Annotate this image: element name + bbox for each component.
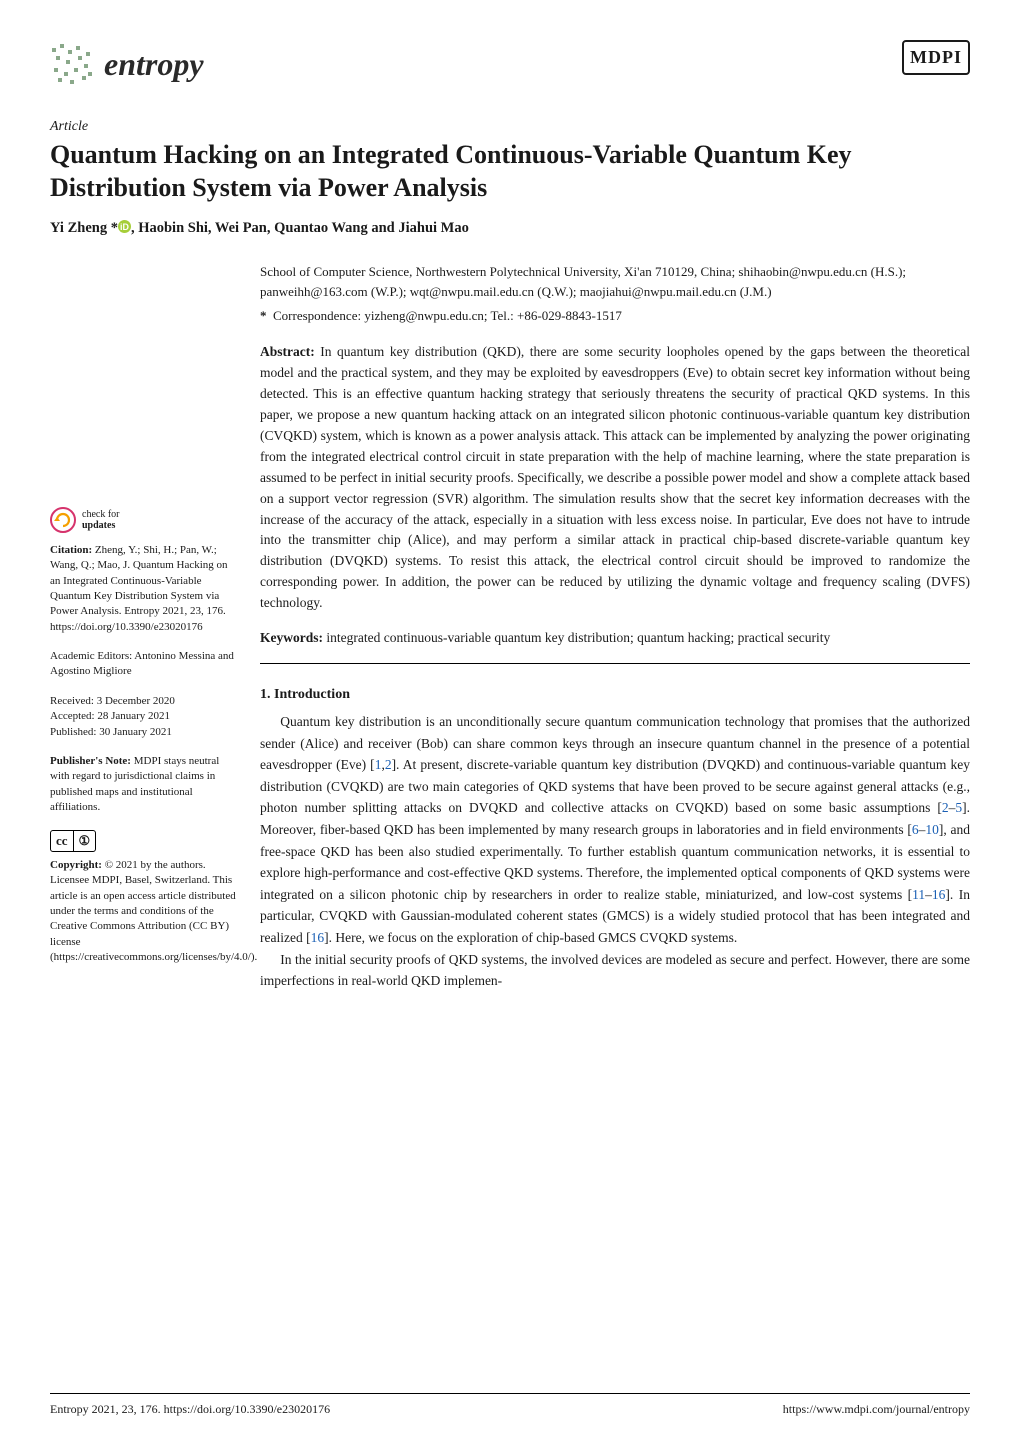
citation-label: Citation:	[50, 544, 92, 556]
accepted-date: Accepted: 28 January 2021	[50, 709, 236, 724]
copyright-block: Copyright: © 2021 by the authors. Licens…	[50, 858, 236, 966]
article-type: Article	[50, 116, 970, 137]
cite-3[interactable]: 2	[942, 800, 949, 815]
check-updates-l1: check for	[82, 509, 119, 520]
journal-logo-icon	[50, 42, 94, 86]
publishers-note-block: Publisher's Note: MDPI stays neutral wit…	[50, 754, 236, 816]
correspondence: * Correspondence: yizheng@nwpu.edu.cn; T…	[260, 306, 970, 326]
footer-left: Entropy 2021, 23, 176. https://doi.org/1…	[50, 1400, 330, 1418]
cc-cc: cc	[51, 831, 73, 851]
abstract: Abstract: In quantum key distribution (Q…	[260, 342, 970, 614]
corr-text: Correspondence: yizheng@nwpu.edu.cn; Tel…	[273, 308, 622, 323]
citation-text: Zheng, Y.; Shi, H.; Pan, W.; Wang, Q.; M…	[50, 544, 228, 633]
abstract-label: Abstract:	[260, 344, 315, 359]
main-column: School of Computer Science, Northwestern…	[260, 262, 970, 992]
cite-2[interactable]: 2	[385, 757, 392, 772]
cc-by-icon[interactable]: cc ①	[50, 830, 96, 852]
affiliation: School of Computer Science, Northwestern…	[260, 262, 970, 302]
journal-logo: entropy	[50, 40, 204, 88]
keywords: Keywords: integrated continuous-variable…	[260, 628, 970, 649]
cc-badge-row: cc ①	[50, 830, 236, 852]
pubnote-label: Publisher's Note:	[50, 755, 131, 767]
dates-block: Received: 3 December 2020 Accepted: 28 J…	[50, 694, 236, 740]
check-updates-label: check for updates	[82, 509, 119, 531]
abstract-text: In quantum key distribution (QKD), there…	[260, 344, 970, 610]
sidebar: check for updates Citation: Zheng, Y.; S…	[50, 262, 236, 992]
section-1-p1: Quantum key distribution is an unconditi…	[260, 711, 970, 949]
footer-right[interactable]: https://www.mdpi.com/journal/entropy	[783, 1400, 970, 1418]
svg-text:iD: iD	[120, 222, 129, 232]
journal-name: entropy	[104, 40, 204, 88]
authors-line: Yi Zheng *iD, Haobin Shi, Wei Pan, Quant…	[50, 218, 970, 240]
dash: –	[925, 887, 932, 902]
divider	[260, 663, 970, 664]
check-updates-icon	[50, 507, 76, 533]
page-header: entropy MDPI	[50, 40, 970, 88]
cite-5[interactable]: 6	[912, 822, 919, 837]
publisher-logo: MDPI	[902, 40, 970, 75]
cite-9[interactable]: 16	[311, 930, 325, 945]
article-title: Quantum Hacking on an Integrated Continu…	[50, 139, 970, 204]
page-footer: Entropy 2021, 23, 176. https://doi.org/1…	[50, 1393, 970, 1418]
check-for-updates[interactable]: check for updates	[50, 507, 236, 533]
keywords-text: integrated continuous-variable quantum k…	[326, 630, 830, 645]
cite-6[interactable]: 10	[925, 822, 939, 837]
keywords-label: Keywords:	[260, 630, 323, 645]
cite-8[interactable]: 16	[932, 887, 946, 902]
cc-by: ①	[73, 831, 96, 851]
section-1-heading: 1. Introduction	[260, 684, 970, 705]
p1-f: ]. Here, we focus on the exploration of …	[324, 930, 737, 945]
orcid-icon[interactable]: iD	[118, 219, 131, 232]
published-date: Published: 30 January 2021	[50, 725, 236, 740]
section-1-p2: In the initial security proofs of QKD sy…	[260, 949, 970, 992]
corr-star: *	[260, 308, 267, 323]
cite-7[interactable]: 11	[912, 887, 925, 902]
editors-block: Academic Editors: Antonino Messina and A…	[50, 649, 236, 680]
citation-block: Citation: Zheng, Y.; Shi, H.; Pan, W.; W…	[50, 543, 236, 635]
copyright-text: © 2021 by the authors. Licensee MDPI, Ba…	[50, 859, 257, 963]
received-date: Received: 3 December 2020	[50, 694, 236, 709]
check-updates-l2: updates	[82, 520, 119, 531]
copyright-label: Copyright:	[50, 859, 102, 871]
